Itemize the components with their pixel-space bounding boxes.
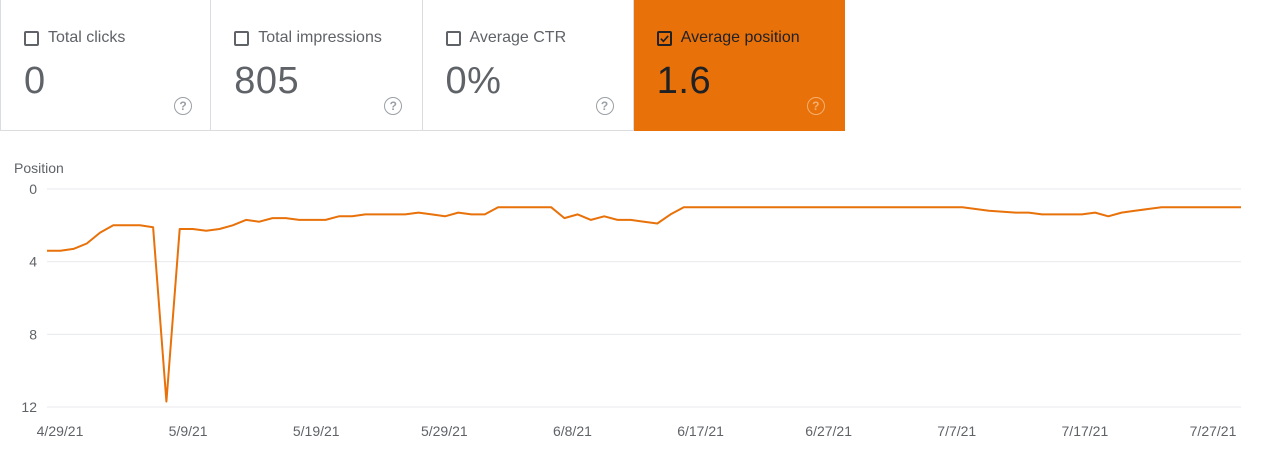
- metric-label: Total clicks: [48, 29, 126, 46]
- metric-value: 0: [24, 60, 46, 102]
- x-tick-label: 7/27/21: [1190, 423, 1237, 439]
- help-icon[interactable]: ?: [174, 97, 192, 115]
- x-tick-label: 5/29/21: [421, 423, 468, 439]
- metric-cards: Total clicks 0 ? Total impressions 805 ?…: [0, 0, 845, 131]
- checkbox-icon[interactable]: [234, 30, 250, 46]
- x-tick-label: 7/17/21: [1062, 423, 1109, 439]
- x-tick-label: 6/27/21: [805, 423, 852, 439]
- x-tick-label: 5/9/21: [169, 423, 208, 439]
- help-icon[interactable]: ?: [384, 97, 403, 115]
- metric-header: Total impressions: [234, 29, 382, 47]
- checkbox-checked-icon[interactable]: [656, 30, 672, 46]
- y-tick-label: 4: [29, 254, 37, 270]
- chart-gridlines: [47, 188, 1241, 408]
- metric-card-average-position[interactable]: Average position 1.6 ?: [633, 0, 845, 131]
- metric-card-average-ctr[interactable]: Average CTR 0% ?: [422, 0, 634, 131]
- metric-label: Average position: [680, 29, 800, 46]
- chart-series: [47, 206, 1241, 403]
- help-icon[interactable]: ?: [595, 97, 614, 115]
- checkbox-icon[interactable]: [445, 30, 461, 46]
- x-tick-label: 4/29/21: [37, 423, 84, 439]
- y-tick-label: 12: [21, 399, 37, 415]
- y-axis-ticks: 0 4 8 12: [21, 181, 37, 415]
- metric-value: 805: [234, 60, 300, 102]
- x-axis-ticks: 4/29/21 5/9/21 5/19/21 5/29/21 6/8/21 6/17/21…: [37, 423, 1237, 439]
- x-tick-label: 6/17/21: [677, 423, 724, 439]
- checkmark-icon: [659, 34, 669, 42]
- y-axis-title: Position: [14, 160, 64, 176]
- y-tick-label: 0: [29, 181, 37, 197]
- metric-header: Average position: [656, 29, 800, 47]
- metric-label: Average CTR: [469, 29, 567, 46]
- metric-header: Total clicks: [24, 29, 125, 47]
- metric-card-total-clicks[interactable]: Total clicks 0 ?: [0, 0, 212, 131]
- help-icon[interactable]: ?: [806, 97, 825, 115]
- series-line-average-position: [47, 206, 1241, 403]
- x-tick-label: 5/19/21: [293, 423, 340, 439]
- metric-header: Average CTR: [445, 29, 567, 47]
- checkbox-icon[interactable]: [24, 30, 39, 46]
- metric-value: 1.6: [656, 60, 712, 102]
- x-tick-label: 7/7/21: [937, 423, 976, 439]
- metric-card-total-impressions[interactable]: Total impressions 805 ?: [211, 0, 423, 131]
- metric-value: 0%: [445, 60, 502, 102]
- x-tick-label: 6/8/21: [553, 423, 592, 439]
- position-line-chart: Position 0 4 8 12 4/29/21 5/9/21 5/19/21 5/29/…: [14, 160, 1241, 439]
- y-tick-label: 8: [29, 326, 37, 342]
- metric-label: Total impressions: [258, 29, 382, 46]
